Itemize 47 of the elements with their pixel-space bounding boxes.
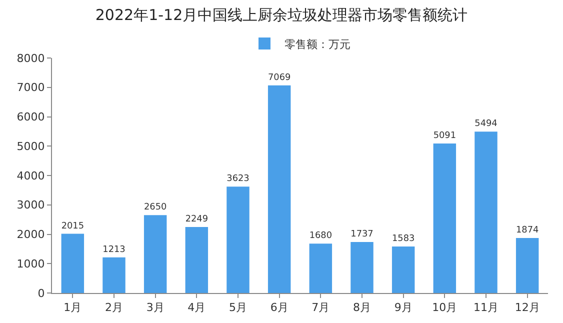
legend-label: 零售额：万元 xyxy=(284,38,350,51)
y-tick-label: 8000 xyxy=(16,52,45,65)
bar xyxy=(350,242,374,293)
x-tick-label: 9月 xyxy=(394,301,412,314)
y-tick-label: 2000 xyxy=(16,228,45,242)
x-tick-label: 2月 xyxy=(105,301,123,314)
x-tick-label: 8月 xyxy=(353,301,371,314)
x-tick-label: 12月 xyxy=(514,301,540,314)
bar xyxy=(226,186,250,293)
bar xyxy=(433,143,456,293)
y-tick-label: 1000 xyxy=(16,257,45,270)
data-label: 1583 xyxy=(392,234,415,244)
data-label: 2249 xyxy=(185,214,208,225)
x-tick-label: 6月 xyxy=(270,301,288,314)
bar xyxy=(61,234,84,293)
bar xyxy=(392,246,415,293)
data-label: 2015 xyxy=(61,221,84,232)
bar xyxy=(309,244,332,293)
y-tick-label: 0 xyxy=(38,286,45,300)
data-label: 7069 xyxy=(268,72,291,83)
data-label: 3623 xyxy=(226,174,250,184)
bar xyxy=(102,257,126,293)
y-tick-label: 7000 xyxy=(16,81,45,94)
data-label: 1680 xyxy=(309,231,332,242)
bar xyxy=(268,85,291,293)
bar xyxy=(185,226,208,293)
data-label: 5091 xyxy=(433,131,456,142)
x-tick-label: 11月 xyxy=(474,301,498,314)
data-label: 1737 xyxy=(350,230,374,240)
bar xyxy=(474,132,498,293)
x-tick-label: 5月 xyxy=(229,301,247,314)
x-tick-label: 10月 xyxy=(432,301,458,314)
data-label: 5494 xyxy=(474,119,498,130)
y-tick-label: 6000 xyxy=(16,110,45,124)
y-tick-label: 5000 xyxy=(16,140,45,153)
x-tick-label: 7月 xyxy=(312,301,330,314)
y-tick-label: 3000 xyxy=(16,198,45,212)
data-label: 1874 xyxy=(516,226,539,236)
bar xyxy=(144,215,167,293)
x-tick-label: 1月 xyxy=(64,301,82,314)
x-tick-label: 4月 xyxy=(188,301,206,314)
data-label: 2650 xyxy=(144,202,167,213)
bar xyxy=(516,238,539,293)
chart-title: 2022年1-12月中国线上厨余垃圾处理器市场零售额统计 xyxy=(95,6,468,24)
y-tick-label: 4000 xyxy=(16,169,45,182)
x-tick-label: 3月 xyxy=(146,301,164,314)
data-label: 1213 xyxy=(102,244,126,255)
